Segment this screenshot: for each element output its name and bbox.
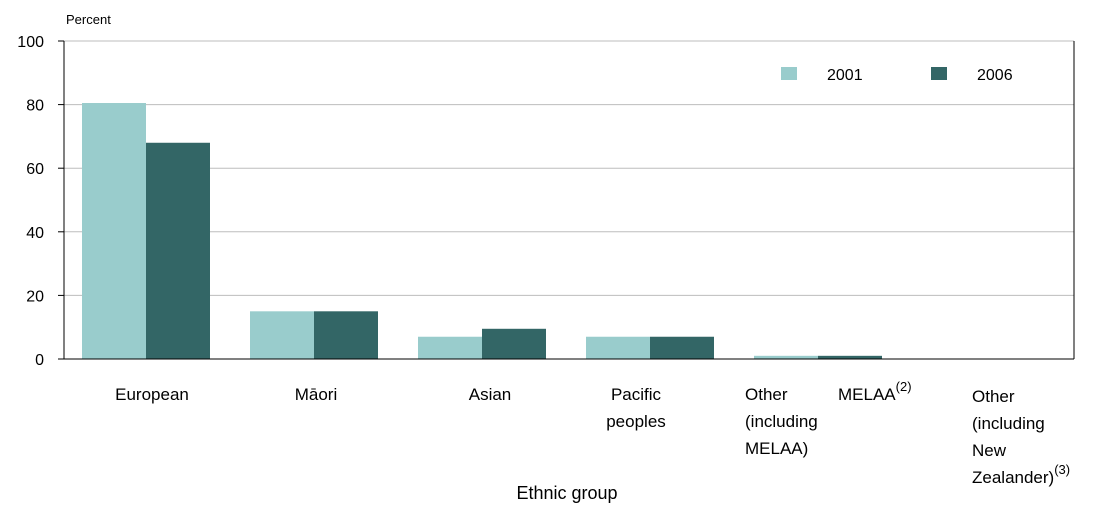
category-label: Asian [469, 385, 512, 404]
category-labels: European Māori Asian Pacific peoples Other (in… [115, 379, 1070, 487]
y-axis-label: Percent [66, 12, 111, 27]
legend-swatch-2001 [781, 67, 797, 80]
bar-2006-0 [146, 142, 210, 359]
legend-label: 2006 [977, 67, 1013, 84]
category-label-line: Zealander) [972, 468, 1054, 487]
y-tick-label: 100 [17, 34, 44, 51]
y-tick-label: 0 [35, 352, 44, 369]
x-axis-label: Ethnic group [516, 483, 617, 503]
category-label-line: European [115, 385, 189, 404]
bar-2006-1 [314, 311, 378, 359]
category-label: Other (including New Zealander)(3) [972, 387, 1070, 487]
category-label: Pacific peoples [606, 385, 666, 431]
y-tick-label: 40 [26, 225, 44, 242]
category-label-line: (including [745, 412, 818, 431]
y-tick-label: 60 [26, 161, 44, 178]
y-tick-label: 80 [26, 98, 44, 115]
category-label-line: Other [972, 387, 1015, 406]
category-label-line: peoples [606, 412, 666, 431]
y-tick-label: 20 [26, 288, 44, 305]
bar-2001-3 [586, 336, 650, 359]
legend-label: 2001 [827, 67, 863, 84]
category-label-superscript: (3) [1054, 462, 1070, 477]
bars [82, 103, 882, 359]
legend-swatch-2006 [931, 67, 947, 80]
category-label: MELAA(2) [838, 379, 912, 404]
category-label-line: Pacific [611, 385, 662, 404]
category-label-line: Asian [469, 385, 512, 404]
bar-2001-1 [250, 311, 314, 359]
axes [58, 40, 1075, 360]
category-label-superscript: (2) [896, 379, 912, 394]
bar-2006-2 [482, 328, 546, 359]
bar-2006-4 [818, 355, 882, 359]
category-label-line: New [972, 441, 1007, 460]
category-label-line: (including [972, 414, 1045, 433]
category-label-line: MELAA) [745, 439, 808, 458]
y-tick-labels: 0 20 40 60 80 100 [17, 34, 44, 369]
bar-2001-4 [754, 355, 818, 359]
category-label: European [115, 385, 189, 404]
category-label-line: Other [745, 385, 788, 404]
bar-2006-3 [650, 336, 714, 359]
category-label: Māori [295, 385, 338, 404]
category-label: Other (including MELAA) [745, 385, 818, 458]
bar-2001-2 [418, 336, 482, 359]
category-label-line: Māori [295, 385, 338, 404]
bar-2001-0 [82, 103, 146, 359]
category-label-line: MELAA [838, 385, 896, 404]
gridlines [64, 40, 1074, 296]
legend: 2001 2006 [781, 67, 1013, 84]
